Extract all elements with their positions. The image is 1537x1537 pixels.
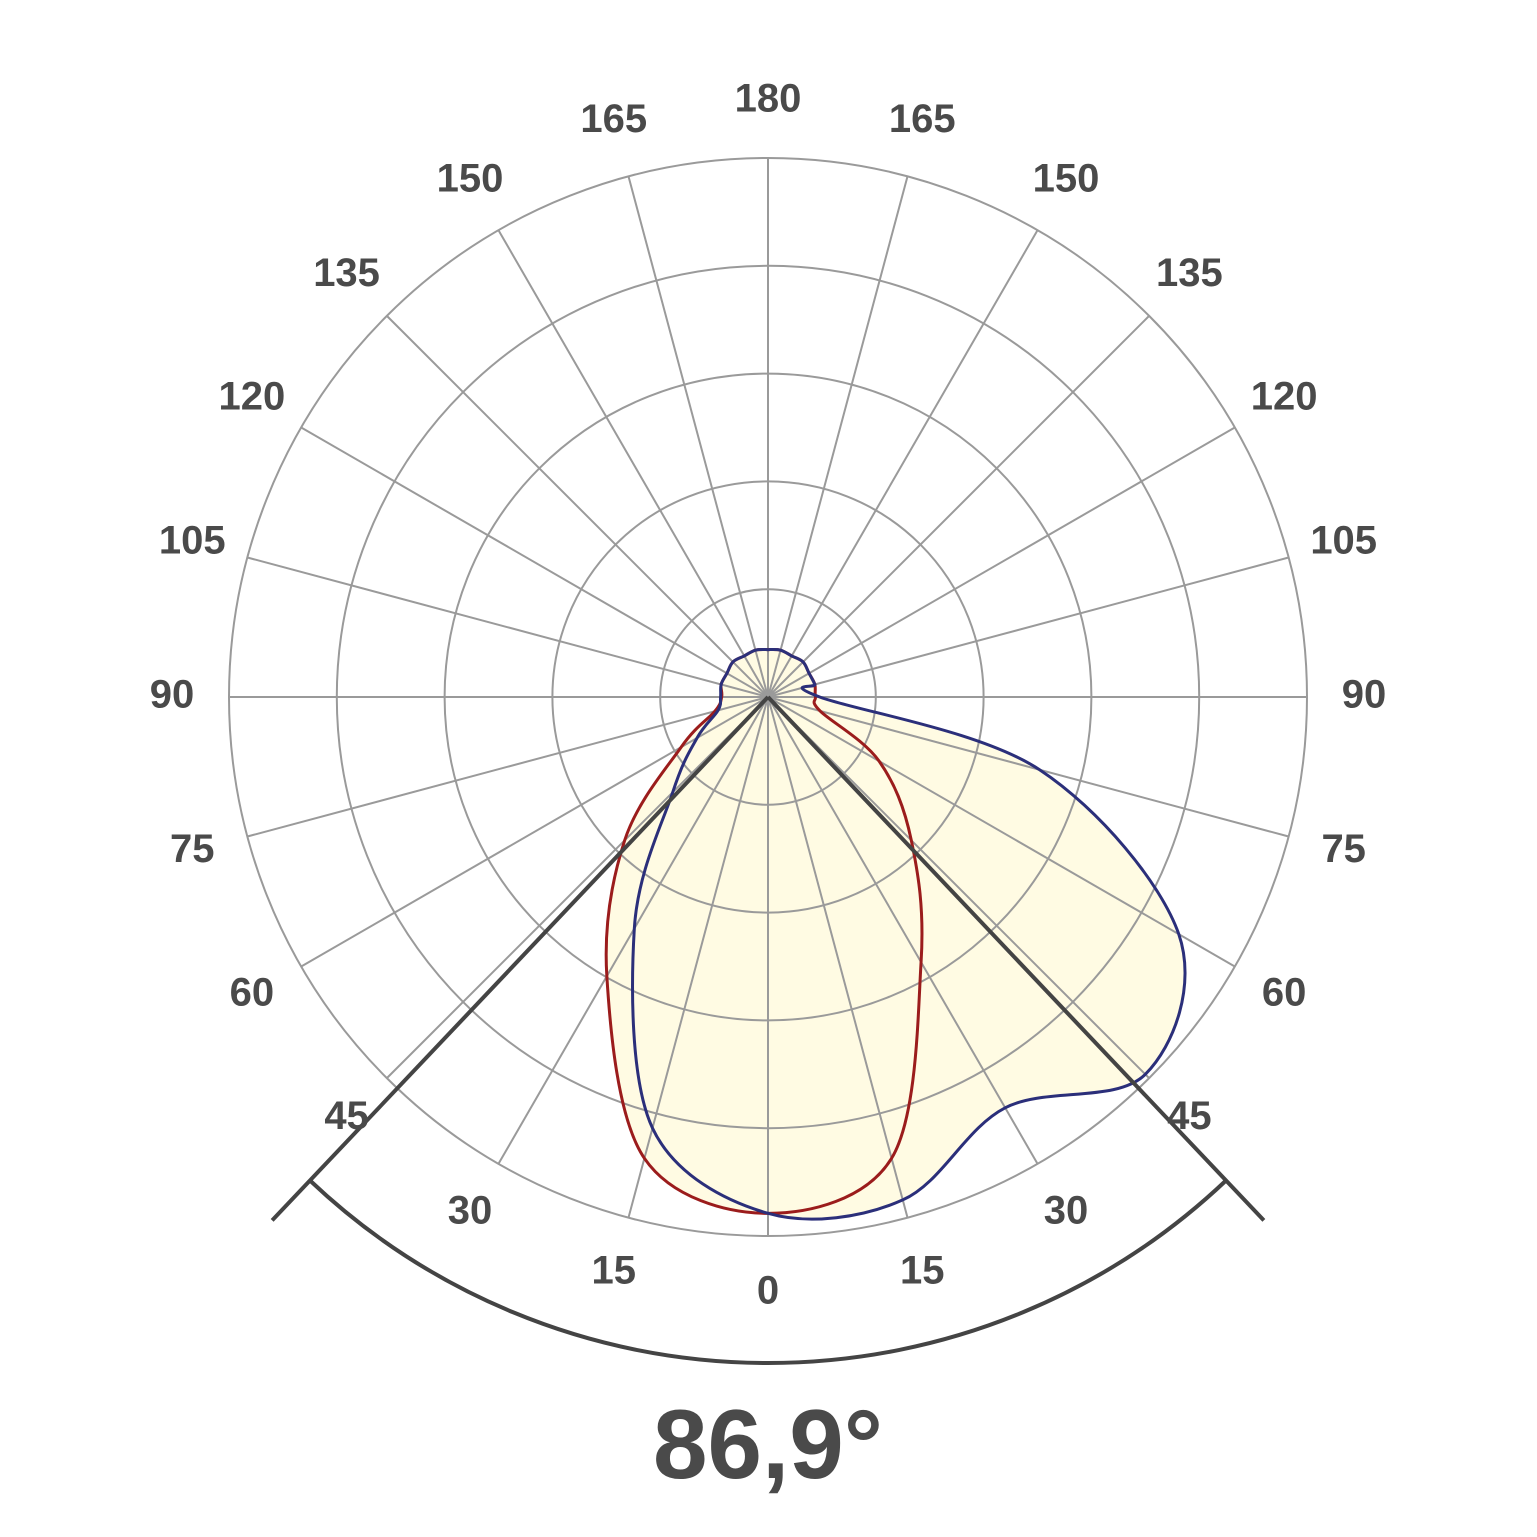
angle-tick-label: 105 <box>1310 518 1377 562</box>
grid-spoke <box>247 556 769 698</box>
beam-line <box>766 695 1266 1222</box>
grid-spoke <box>247 696 769 838</box>
curve-fill <box>632 649 1186 1220</box>
angle-tick-label: 30 <box>1044 1189 1089 1233</box>
angle-tick-label: 90 <box>150 673 195 717</box>
angle-tick-label: 15 <box>900 1248 945 1292</box>
grid-spoke <box>767 696 1150 1079</box>
grid-spoke <box>300 426 769 698</box>
grid-spoke <box>767 426 1236 698</box>
grid-spoke <box>767 696 1039 1165</box>
angle-tick-label: 75 <box>170 827 215 871</box>
grid-spoke <box>767 696 909 1218</box>
angle-tick-label: 75 <box>1321 827 1366 871</box>
grid-spoke <box>300 696 769 968</box>
beam-arc <box>308 1179 1228 1365</box>
grid-spoke <box>767 696 1236 968</box>
angle-tick-label: 135 <box>1156 251 1223 295</box>
angle-tick-label: 105 <box>159 518 226 562</box>
angle-tick-label: 120 <box>218 375 285 419</box>
angle-tick-label: 60 <box>1262 971 1307 1015</box>
angle-tick-label: 135 <box>313 251 380 295</box>
beam-angle-label: 86,9° <box>653 1389 883 1499</box>
grid-spoke <box>627 696 769 1218</box>
beam-line <box>270 695 770 1222</box>
grid-spoke <box>767 556 1289 698</box>
curves <box>270 647 1266 1365</box>
angle-tick-label: 165 <box>580 97 647 141</box>
angle-tick-label: 45 <box>1167 1094 1212 1138</box>
fills <box>606 649 1186 1220</box>
grid-spoke <box>767 229 1039 698</box>
grid-spoke <box>767 176 909 698</box>
angle-tick-label: 45 <box>324 1094 369 1138</box>
angle-tick-label: 90 <box>1342 673 1387 717</box>
grid-spoke <box>386 315 769 698</box>
angle-tick-label: 0 <box>757 1269 779 1313</box>
grid-spoke <box>767 696 1289 838</box>
angle-tick-label: 30 <box>448 1189 493 1233</box>
angle-tick-label: 180 <box>735 77 802 121</box>
angle-tick-label: 150 <box>1033 156 1100 200</box>
labels: 0 15 30 45 60 75 90 105 120 135 150 165 15 30 45 60 75 90… <box>150 77 1387 1313</box>
angle-tick-label: 120 <box>1251 375 1318 419</box>
intensity-curve <box>631 647 1187 1221</box>
grid-spoke <box>386 696 769 1079</box>
angle-tick-label: 165 <box>889 97 956 141</box>
angle-tick-label: 15 <box>591 1248 636 1292</box>
grid-spoke <box>627 176 769 698</box>
angle-tick-label: 60 <box>230 971 275 1015</box>
angle-tick-label: 150 <box>437 156 504 200</box>
grid-spoke <box>767 315 1150 698</box>
grid-spoke <box>497 229 769 698</box>
